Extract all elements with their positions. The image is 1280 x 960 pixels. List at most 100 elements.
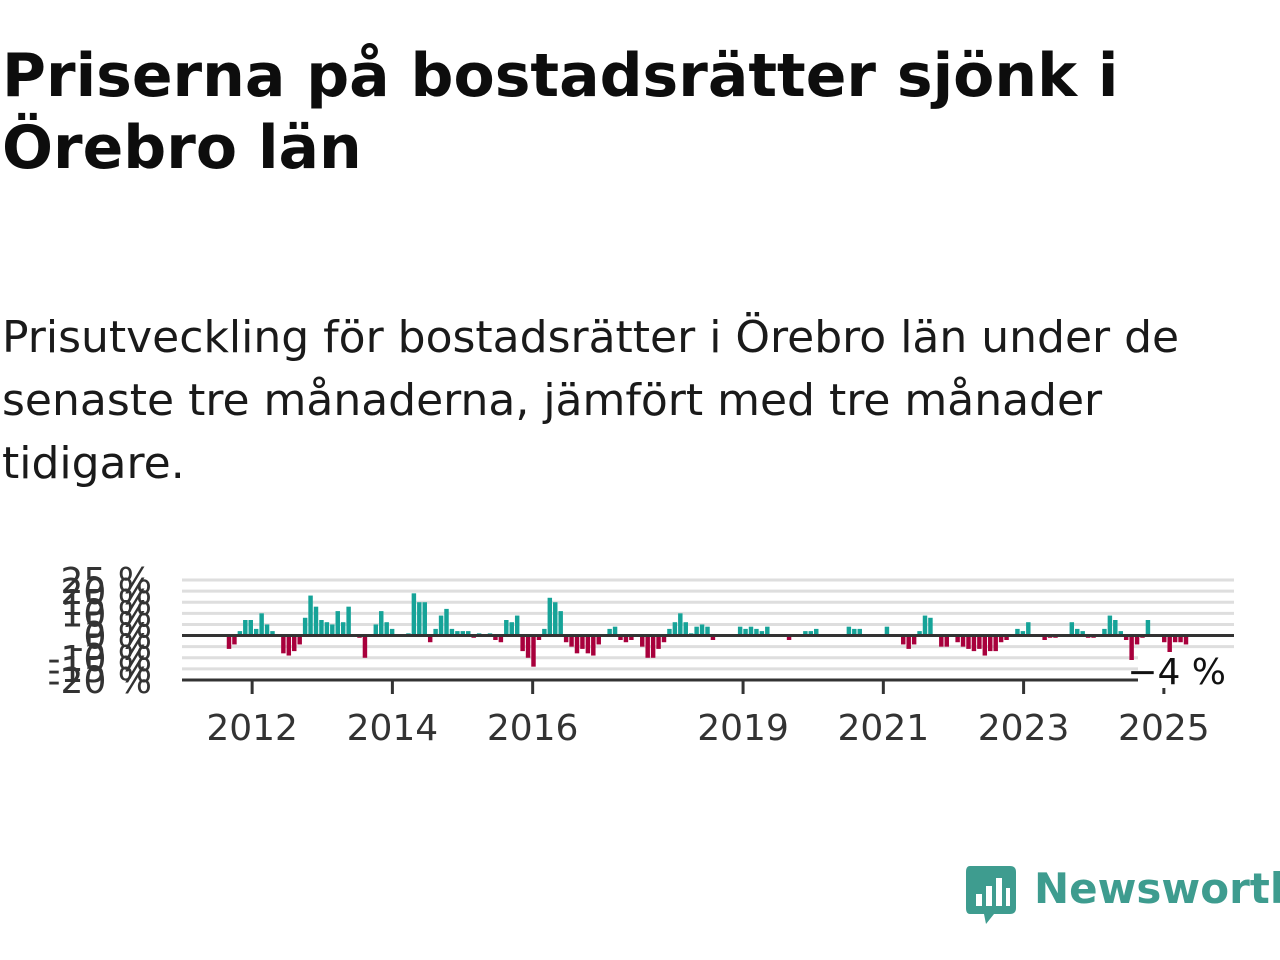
bar	[417, 602, 422, 636]
bar	[1178, 635, 1183, 643]
y-tick-label: 20 %	[61, 572, 152, 613]
bar	[553, 602, 558, 636]
bar	[1004, 635, 1009, 640]
bar	[297, 635, 302, 645]
bar	[1183, 635, 1189, 645]
bar	[226, 635, 232, 649]
bar	[1020, 631, 1026, 636]
bar	[710, 635, 716, 640]
bar	[1118, 631, 1123, 636]
bar	[737, 626, 743, 636]
x-tick-label: 2023	[978, 708, 1070, 749]
chart-bars	[226, 593, 1189, 667]
bar	[955, 635, 960, 643]
bar	[944, 635, 949, 647]
bar	[422, 602, 427, 636]
bar	[939, 635, 944, 647]
x-axis-tick-labels: 2012 2014 2016 2019 2021 2023 2025	[206, 708, 1209, 749]
bar	[504, 620, 509, 636]
bar	[960, 635, 966, 647]
bar	[455, 631, 460, 636]
bar	[1075, 628, 1080, 636]
bar	[667, 628, 672, 636]
bar	[857, 628, 862, 636]
bar	[743, 628, 748, 636]
bar	[281, 635, 286, 654]
bar	[803, 631, 808, 636]
bar	[1026, 622, 1031, 636]
bar	[911, 635, 917, 645]
bar	[1042, 635, 1047, 640]
bar	[330, 624, 335, 636]
bar	[411, 593, 417, 636]
newsworthy-chart-icon	[966, 866, 1016, 924]
bar	[248, 620, 253, 636]
bar	[525, 635, 531, 658]
page-title: Priserna på bostadsrätter sjönk i Örebro…	[2, 41, 1119, 183]
bar	[438, 615, 444, 636]
bar	[623, 635, 629, 643]
y-tick-label: -10 %	[48, 639, 152, 680]
bar	[906, 635, 911, 649]
bar	[302, 617, 308, 636]
bar	[243, 620, 248, 636]
bar	[514, 615, 520, 636]
bar	[808, 631, 814, 636]
bar	[362, 635, 368, 658]
bar	[748, 626, 754, 636]
bar	[993, 635, 998, 652]
chart-subtitle: Prisutveckling för bostadsrätter i Örebr…	[2, 312, 1180, 489]
bar	[1107, 615, 1113, 636]
bar	[580, 635, 585, 649]
bar	[629, 635, 634, 640]
bar	[672, 622, 678, 636]
bar	[460, 631, 466, 636]
bar	[324, 622, 330, 636]
y-tick-label: 0 %	[83, 617, 152, 658]
bar	[493, 635, 498, 640]
bar	[264, 624, 270, 636]
bar	[977, 635, 982, 649]
bar	[313, 606, 319, 636]
bar	[520, 635, 525, 652]
y-tick-label: -5 %	[70, 628, 152, 669]
bar	[270, 631, 275, 636]
bar	[607, 628, 612, 636]
bar	[1069, 622, 1075, 636]
bar	[846, 626, 852, 636]
x-tick-label: 2012	[206, 708, 298, 749]
bar	[966, 635, 971, 649]
last-value-label: −4 %	[1127, 652, 1226, 693]
bar	[1015, 628, 1020, 636]
bar	[384, 622, 389, 636]
bar	[547, 597, 553, 636]
x-tick-label: 2014	[347, 708, 439, 749]
y-tick-label: 5 %	[83, 605, 152, 646]
bar	[259, 613, 264, 636]
bar	[531, 635, 536, 667]
bar	[705, 626, 710, 636]
bar	[379, 611, 384, 636]
bar	[1113, 620, 1118, 636]
price-change-bar-chart: 25 %20 %15 %10 %5 %0 %-5 %-10 %-15 %-20 …	[48, 561, 1234, 749]
bar	[308, 595, 313, 636]
bar	[917, 631, 922, 636]
bar	[1167, 635, 1172, 654]
bar	[1172, 635, 1178, 643]
bar	[449, 628, 455, 636]
brand-name: Newsworthy	[1034, 864, 1280, 913]
bar	[373, 624, 379, 636]
y-tick-label: 25 %	[61, 561, 152, 602]
bar	[612, 626, 618, 636]
bar	[650, 635, 656, 658]
bar	[558, 611, 563, 636]
bar	[563, 635, 569, 643]
bar	[814, 628, 819, 636]
bar	[340, 622, 346, 636]
bar	[237, 631, 243, 636]
bar	[852, 628, 857, 636]
bar	[389, 628, 395, 636]
bar	[1129, 635, 1134, 660]
bar	[292, 635, 297, 652]
bar	[661, 635, 667, 643]
